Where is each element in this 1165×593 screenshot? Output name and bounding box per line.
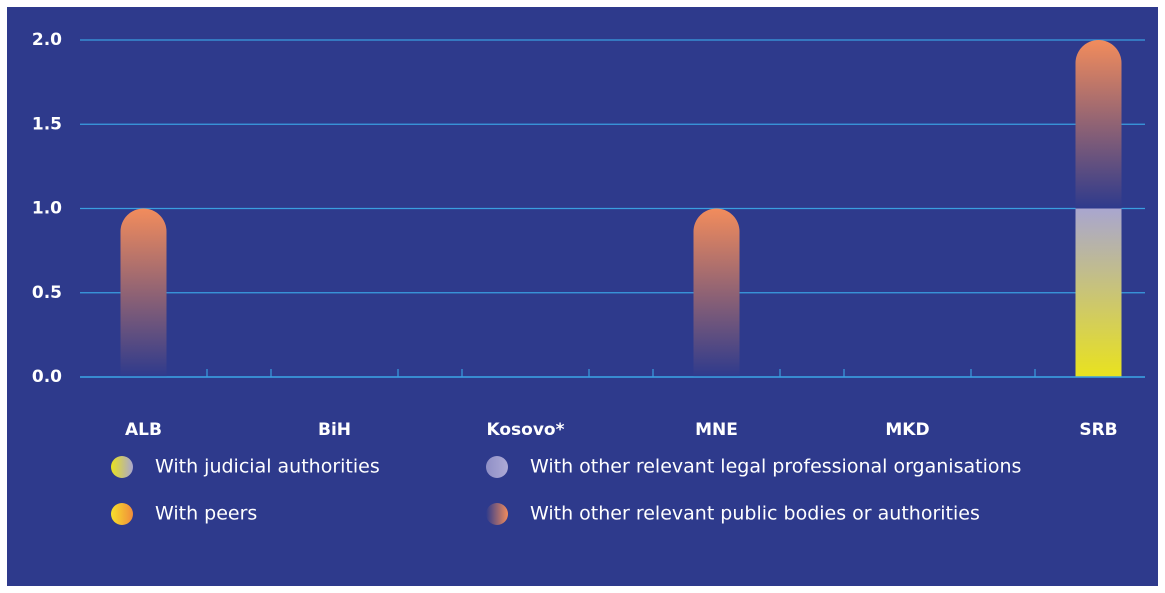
bar-segment <box>693 208 740 377</box>
legend-label: With peers <box>155 503 257 525</box>
y-tick-label: 0.0 <box>32 367 62 387</box>
y-tick-label: 1.5 <box>32 114 62 134</box>
y-tick-label: 0.5 <box>32 283 62 303</box>
x-tick-label: Kosovo* <box>486 420 564 440</box>
y-tick-label: 2.0 <box>32 30 62 50</box>
x-tick-label: ALB <box>125 420 162 440</box>
x-tick-label: BiH <box>318 420 351 440</box>
x-tick-label: MNE <box>695 420 738 440</box>
chart-background <box>7 7 1158 586</box>
legend-swatch <box>486 456 508 478</box>
legend-swatch <box>111 503 133 525</box>
bar-segment <box>120 208 167 377</box>
y-tick-label: 1.0 <box>32 199 62 219</box>
legend-swatch <box>111 456 133 478</box>
legend-swatch <box>486 503 508 525</box>
legend-label: With judicial authorities <box>155 456 380 478</box>
legend-label: With other relevant public bodies or aut… <box>530 503 980 525</box>
bar-segment <box>1075 208 1122 377</box>
x-tick-label: SRB <box>1079 420 1117 440</box>
bar-segment <box>1075 40 1122 209</box>
legend-label: With other relevant legal professional o… <box>530 456 1021 478</box>
x-tick-label: MKD <box>885 420 929 440</box>
